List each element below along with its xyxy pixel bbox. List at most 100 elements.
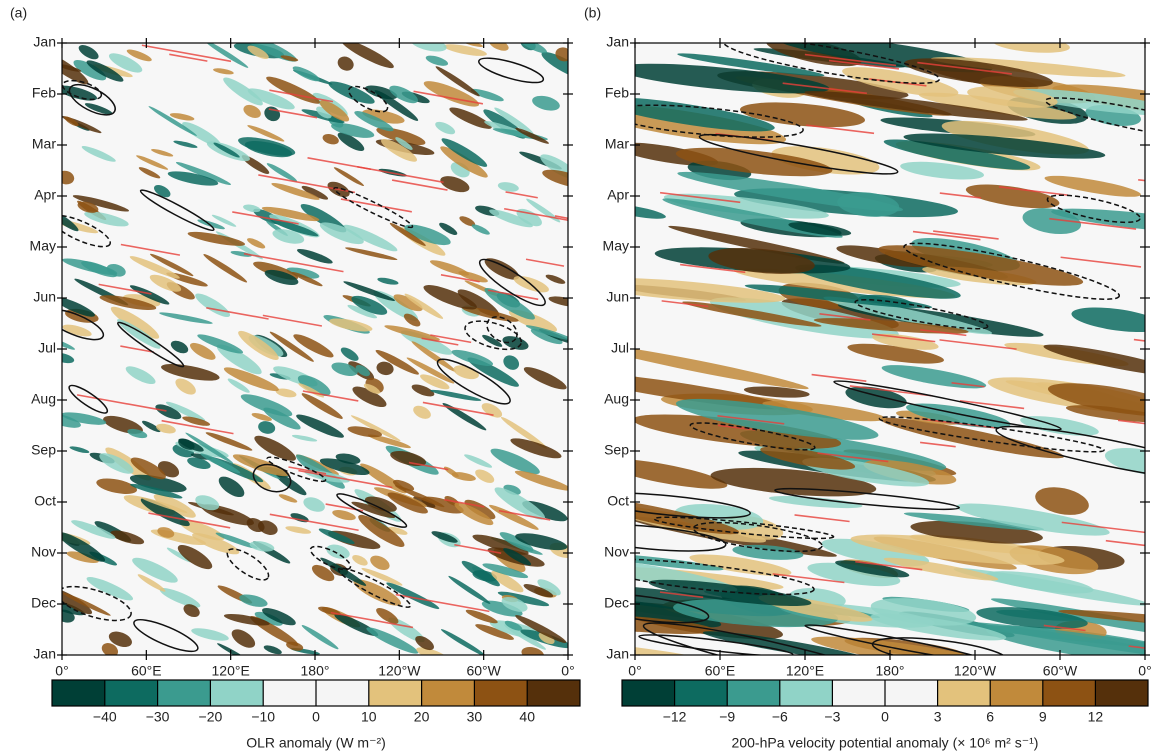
field-blob	[497, 591, 550, 607]
contour	[62, 79, 103, 101]
field-blob	[451, 472, 476, 481]
field-blob	[352, 555, 368, 566]
contour	[309, 545, 352, 571]
field-blob	[481, 600, 523, 617]
propagation-streak	[98, 283, 152, 295]
field-blob	[66, 551, 99, 564]
field-blob	[415, 635, 434, 651]
colorbar-bin	[674, 680, 728, 706]
field-blob	[126, 49, 152, 62]
field-blob	[420, 374, 450, 390]
colorbar-label: OLR anomaly (W m⁻²)	[246, 735, 386, 751]
field-blob	[388, 617, 425, 643]
field-blob	[744, 284, 933, 309]
field-blob	[366, 627, 419, 654]
propagation-streak	[828, 59, 900, 70]
y-tick-label: Jul	[611, 340, 629, 356]
propagation-streak	[444, 498, 485, 508]
field-blob	[499, 532, 534, 552]
colorbar-tick-label: 0	[881, 709, 889, 725]
field-blob	[84, 103, 113, 115]
field-blob	[540, 154, 568, 180]
propagation-streak	[717, 414, 785, 425]
field-blob	[370, 555, 390, 571]
field-blob	[675, 398, 879, 440]
propagation-streak	[1128, 645, 1145, 649]
contour	[804, 624, 987, 655]
field-blob	[204, 43, 249, 68]
field-blob	[247, 45, 269, 60]
field-blob	[205, 432, 253, 451]
field-blob	[197, 219, 225, 230]
field-blob	[331, 362, 358, 377]
field-blob	[319, 222, 364, 245]
field-blob	[440, 176, 470, 193]
colorbar-tick-label: −10	[251, 709, 275, 725]
propagation-streak	[912, 230, 981, 241]
propagation-streak	[302, 390, 359, 402]
field-blob	[811, 636, 1013, 655]
field-blob	[303, 497, 325, 512]
field-blob	[62, 413, 81, 428]
propagation-streak	[794, 514, 850, 523]
field-blob	[247, 88, 295, 110]
field-blob	[635, 97, 775, 132]
y-tick-label: Jun	[606, 289, 629, 305]
field-blob	[178, 438, 204, 452]
field-blob	[173, 140, 198, 148]
field-blob	[291, 272, 323, 287]
propagation-streak	[819, 312, 871, 321]
field-blob	[1071, 307, 1145, 333]
propagation-streak	[422, 401, 494, 416]
propagation-streak	[169, 53, 208, 62]
field-blob	[141, 497, 188, 513]
y-tick-label: Jan	[33, 646, 56, 662]
field-blob	[459, 216, 476, 227]
field-blob	[362, 109, 405, 124]
field-blob	[376, 127, 426, 146]
field-blob	[392, 479, 415, 491]
propagation-streak	[262, 314, 323, 327]
colorbar-bin	[937, 680, 991, 706]
field-blob	[84, 211, 129, 227]
field-blob	[967, 86, 1058, 108]
field-blob	[464, 454, 493, 468]
colorbar-bin	[1095, 680, 1149, 706]
field-blob	[510, 438, 562, 459]
field-blob	[261, 206, 320, 222]
field-blob	[350, 415, 401, 442]
field-blob	[230, 251, 252, 257]
field-blob	[217, 643, 251, 655]
field-blob	[341, 43, 394, 69]
field-blob	[518, 43, 547, 54]
field-blob	[410, 43, 447, 52]
field-blob	[328, 81, 375, 104]
y-tick-label: Dec	[604, 595, 629, 611]
field-blob	[86, 577, 134, 601]
contour	[62, 309, 105, 341]
propagation-streak	[871, 333, 936, 343]
propagation-streak	[806, 124, 875, 135]
field-blob	[101, 643, 119, 655]
field-blob	[132, 557, 178, 583]
y-tick-label: Jun	[33, 289, 56, 305]
field-blob	[154, 184, 171, 198]
field-blob	[413, 496, 436, 508]
field-blob	[682, 301, 822, 327]
field-blob	[151, 149, 174, 157]
field-blob	[332, 510, 356, 521]
propagation-streak	[661, 300, 709, 308]
field-blob	[502, 336, 529, 350]
field-blob	[1044, 175, 1141, 197]
y-tick-label: Aug	[604, 391, 629, 407]
colorbar-tick-label: 12	[1088, 709, 1104, 725]
field-blob	[451, 349, 494, 366]
field-blob	[108, 631, 132, 647]
contour	[68, 384, 109, 414]
colorbar-bin	[263, 680, 317, 706]
field-blob	[883, 139, 1031, 170]
propagation-streak	[939, 192, 982, 199]
field-blob	[311, 564, 335, 582]
colorbar-tick-label: 20	[414, 709, 430, 725]
